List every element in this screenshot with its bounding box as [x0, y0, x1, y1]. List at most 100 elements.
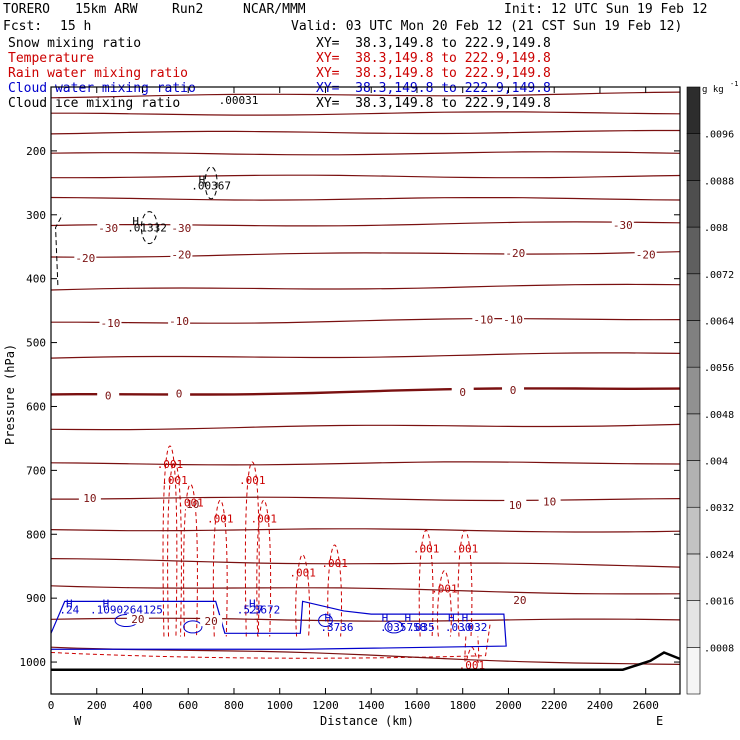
isotherm-label: -20 [505, 247, 525, 260]
isotherm-line [50, 283, 681, 291]
rain-label: .001 [431, 583, 458, 596]
isotherm-line [50, 251, 681, 258]
snow-contour [204, 166, 218, 200]
isotherm-label: 0 [105, 390, 112, 403]
isotherm-line [50, 423, 681, 431]
colorbar-band [686, 600, 701, 648]
x-tick-label: 2000 [495, 699, 522, 712]
isotherm-label: 0 [510, 384, 517, 397]
rain-contour [50, 623, 491, 659]
x-tick-label: 1000 [266, 699, 293, 712]
isotherm-line [50, 387, 681, 396]
colorbar-band [686, 273, 701, 321]
field-name-temperature: Temperature [8, 51, 95, 66]
rain-contour [295, 554, 311, 637]
isotherm-line [50, 585, 681, 595]
colorbar-tick-label: .004 [704, 457, 728, 468]
x-tick-label: 1400 [358, 699, 385, 712]
cloud-water-contour [318, 614, 333, 628]
colorbar-band [686, 506, 701, 555]
isotherm-label: 10 [186, 498, 199, 511]
field-name-cloud-ice: Cloud ice mixing ratio [8, 96, 181, 111]
high-marker: H [382, 611, 389, 624]
cloud-water-contours [50, 600, 507, 650]
colorbar-band [686, 86, 701, 134]
rain-label: .001 [207, 512, 234, 525]
colorbar-band [686, 553, 701, 601]
rain-contour [464, 636, 480, 663]
y-tick-label: 200 [26, 145, 46, 158]
cloud-water-label: .24 [59, 604, 79, 617]
x-tick-label: 200 [87, 699, 107, 712]
isotherm-label-bg [502, 313, 525, 325]
snow-label: .00367 [191, 179, 231, 192]
model-resolution: 15km ARW [75, 2, 138, 17]
rain-label: .001 [239, 474, 266, 487]
cloud-water-contour [384, 620, 404, 634]
colorbar-band [686, 180, 701, 228]
plot-frame [50, 86, 681, 695]
field-xy-cloud-water: XY= 38.3,149.8 to 222.9,149.8 [316, 81, 551, 96]
rain-contour [327, 544, 343, 637]
snow-label: .00031 [219, 94, 259, 107]
isotherm-label: -20 [75, 252, 95, 265]
isotherm-label-bg [78, 491, 101, 503]
isotherm-label-bg [170, 222, 193, 234]
isotherm-line [50, 461, 681, 466]
rain-label: .001 [250, 512, 277, 525]
contour-labels: -30 -30 -30 -20 -20 -20 -20 -10 -10 -10 -10 0 0 0 0 10 1… [59, 94, 657, 672]
isotherm-label: -10 [169, 315, 189, 328]
isotherm-label: 20 [513, 594, 526, 607]
isotherm-line [50, 91, 681, 99]
colorbar-band [686, 320, 701, 368]
high-marker: H [462, 611, 469, 624]
snow-contour [55, 214, 63, 286]
isotherm-label: -20 [171, 248, 191, 261]
isotherm-label-bg [168, 387, 191, 399]
isotherm-label: -30 [613, 219, 633, 232]
isotherm-line [51, 111, 681, 116]
isotherm-line [50, 528, 681, 533]
snow-label: .01332 [127, 222, 167, 235]
isotherm-line [51, 174, 681, 179]
cloud-water-label: .1090264125 [90, 604, 163, 617]
high-marker: H [66, 597, 73, 610]
colorbar-tick-label: .0024 [704, 550, 734, 561]
isotherm-label: -20 [636, 248, 656, 261]
model-name: TORERO [3, 2, 50, 17]
colorbar-tick-label: .008 [704, 223, 728, 234]
rain-label: .001 [452, 542, 479, 555]
snow-contour [140, 211, 158, 245]
forecast-hours: 15 h [60, 19, 92, 34]
cloud-water-label: .3736 [320, 621, 353, 634]
isotherm-label: -30 [98, 222, 118, 235]
colorbar-band [686, 366, 701, 415]
rain-contour [212, 499, 228, 637]
y-tick-label: 900 [26, 592, 46, 605]
isotherm-label: -10 [101, 317, 121, 330]
rain-contour [244, 461, 260, 637]
colorbar-tick-label: .0088 [704, 176, 734, 187]
isotherm-line [50, 352, 681, 359]
y-tick-label: 500 [26, 337, 46, 350]
terrain [51, 651, 681, 671]
field-xy-rain: XY= 38.3,149.8 to 222.9,149.8 [316, 66, 551, 81]
isotherm-label-bg [170, 248, 193, 260]
colorbar-tick-label: .0008 [704, 643, 734, 654]
high-marker: H [199, 174, 206, 187]
rain-contour [418, 529, 434, 637]
isotherm-line [50, 129, 680, 135]
isotherm-label-bg [538, 495, 561, 507]
isotherm-label: 10 [543, 496, 556, 509]
high-marker: H [132, 215, 139, 228]
y-tick-label: 800 [26, 528, 46, 541]
isotherm-label-bg [181, 498, 204, 510]
colorbar-tick-label: .0064 [704, 316, 734, 327]
isotherm-label-bg [451, 385, 474, 397]
y-tick-label: 400 [26, 273, 46, 286]
isotherm-label-bg [472, 313, 495, 325]
isotherm-line [50, 151, 681, 156]
isotherm-label: 0 [176, 388, 183, 401]
isotherm-label-bg [97, 389, 120, 401]
